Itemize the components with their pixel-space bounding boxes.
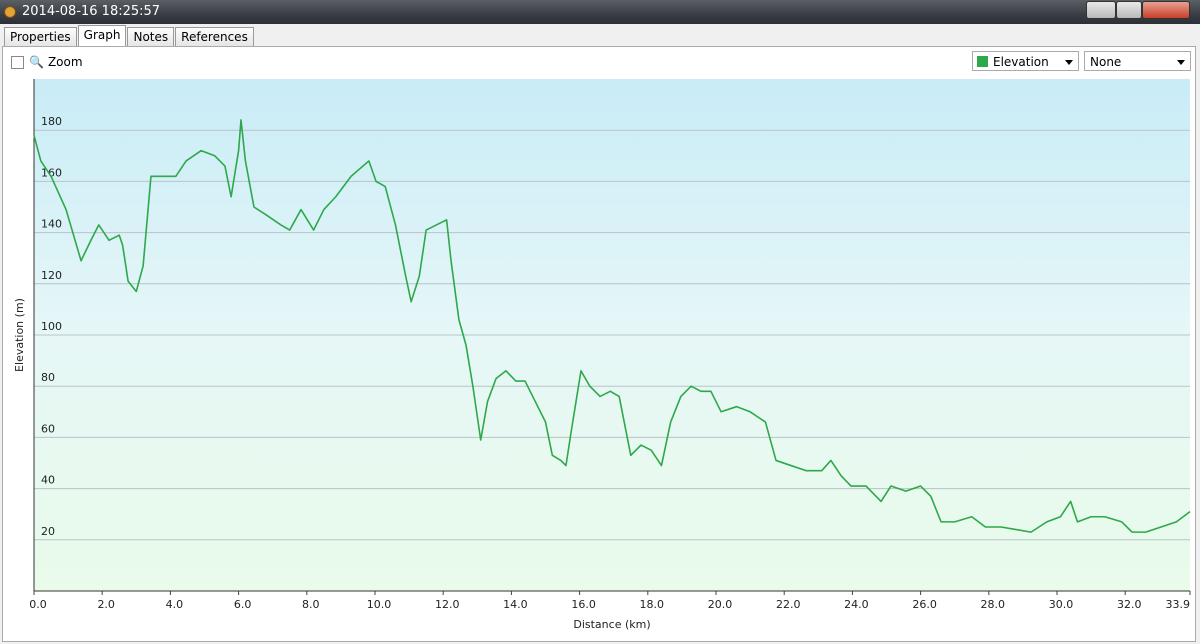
y-axis-title: Elevation (m) [13, 298, 26, 372]
y-tick-label: 40 [41, 474, 55, 487]
x-tick-label: 20.0 [708, 598, 733, 611]
app-icon [4, 6, 16, 18]
x-axis-title: Distance (km) [573, 618, 650, 631]
elevation-line [33, 119, 1191, 533]
window-title: 2014-08-16 18:25:57 [22, 4, 161, 19]
y-tick-label: 140 [41, 218, 62, 231]
x-tick-label: 32.0 [1117, 598, 1142, 611]
zoom-label: Zoom [47, 55, 83, 69]
x-tick-label: 26.0 [912, 598, 937, 611]
title-bar: 2014-08-16 18:25:57 [0, 0, 1200, 24]
x-tick-label: 2.0 [97, 598, 115, 611]
x-tick-label: 6.0 [234, 598, 252, 611]
dropdown-arrow [1177, 60, 1185, 65]
y-tick-label: 180 [41, 115, 62, 128]
tab[interactable]: References [175, 27, 254, 47]
x-tick-label: 24.0 [844, 598, 869, 611]
legend-swatch [977, 56, 988, 67]
y-tick-label: 120 [41, 269, 62, 282]
x-tick-label: 8.0 [302, 598, 320, 611]
maximize-button[interactable] [1116, 1, 1142, 19]
series-select[interactable]: Elevation [972, 51, 1079, 71]
x-tick-label: 16.0 [571, 598, 596, 611]
tab-strip: Properties Graph Notes References [4, 25, 255, 47]
minimize-button[interactable] [1086, 1, 1116, 19]
y-tick-label: 100 [41, 320, 62, 333]
y-tick-label: 60 [41, 422, 55, 435]
dropdown-arrow [1065, 60, 1073, 65]
zoom-toggle[interactable]: 🔍 Zoom [11, 55, 83, 69]
x-tick-label: 30.0 [1049, 598, 1074, 611]
tab[interactable]: Graph [77, 25, 127, 47]
tab[interactable]: Notes [127, 27, 175, 47]
zoom-checkbox[interactable] [11, 55, 24, 69]
legend-label: Elevation [993, 55, 1049, 69]
x-tick-label: 14.0 [503, 598, 528, 611]
x-tick-label: 22.0 [776, 598, 801, 611]
x-tick-label: 18.0 [640, 598, 665, 611]
x-tick-label: 33.9 [1166, 598, 1191, 611]
magnifier-icon: 🔍 [29, 55, 44, 69]
tab[interactable]: Properties [4, 27, 77, 47]
y-tick-label: 80 [41, 371, 55, 384]
second-select[interactable]: None [1084, 51, 1191, 71]
second-select-label: None [1090, 55, 1122, 69]
x-tick-label: 10.0 [367, 598, 392, 611]
x-tick-label: 12.0 [435, 598, 460, 611]
x-tick-label: 28.0 [981, 598, 1006, 611]
close-button[interactable] [1142, 1, 1190, 19]
graph-panel: 20 40 60 80 100 120 140 160 180 0.0 2.0 4.0 6.0 8.0 10… [2, 46, 1196, 642]
y-tick-label: 20 [41, 525, 55, 538]
x-tick-label: 0.0 [29, 598, 47, 611]
x-tick-label: 4.0 [166, 598, 184, 611]
